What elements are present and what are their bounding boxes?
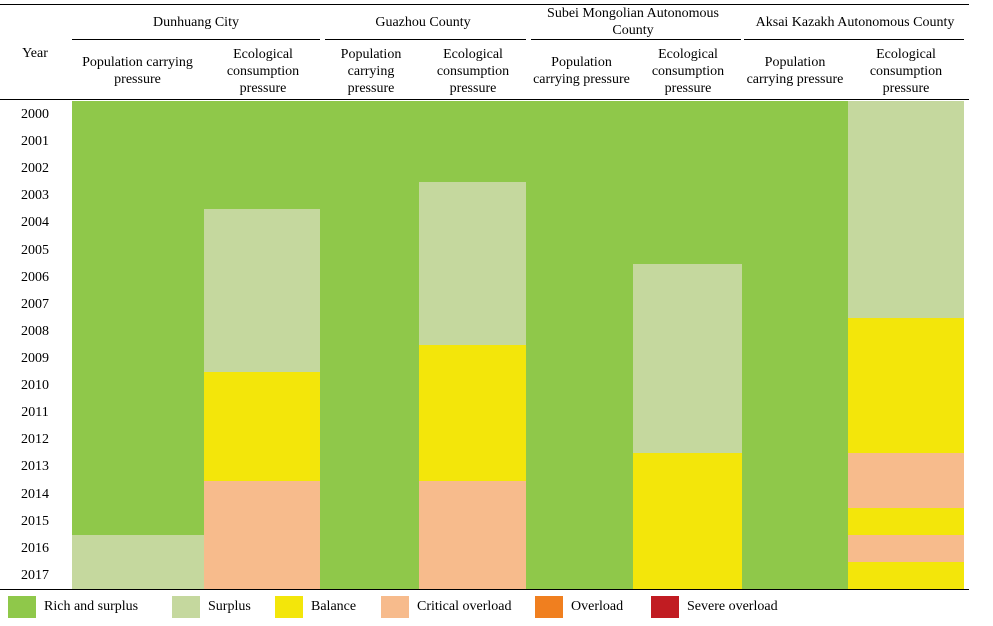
cell-col6-seg0 [742,101,848,589]
year-label-2016: 2016 [21,540,49,556]
dunhuang-rule [72,39,320,40]
legend-item: Surplus [172,596,251,618]
year-label-2004: 2004 [21,215,49,231]
sub-header-aksai-ecological: Ecological consumption pressure [869,46,943,96]
year-label-2007: 2007 [21,296,49,312]
year-label-2011: 2011 [21,405,49,421]
cell-col0-seg1 [72,534,204,589]
legend-item: Rich and surplus [8,596,138,618]
cell-col2-seg0 [320,101,419,589]
guazhou-rule [325,39,526,40]
legend-label: Balance [311,599,357,614]
sub-header-dunhuang-ecological: Ecological consumption pressure [226,46,300,96]
cell-col3-seg0 [419,101,526,183]
legend-swatch [172,596,200,618]
legend-label: Overload [571,599,624,614]
cell-col5-seg1 [633,263,742,454]
aksai-rule [744,39,964,40]
cell-col4-seg0 [526,101,633,589]
header-bottom-rule [0,99,969,100]
sub-header-subei-population: Population carrying pressure [533,55,630,87]
year-label-2014: 2014 [21,486,49,502]
cell-col7-seg3 [848,507,964,535]
bottom-rule [0,589,969,590]
year-label-2015: 2015 [21,513,49,529]
year-label-2009: 2009 [21,351,49,366]
legend-label: Rich and surplus [44,599,139,614]
sub-header-aksai-population: Population carrying pressure [746,55,844,87]
cell-col7-seg2 [848,453,964,508]
legend-item: Severe overload [651,596,778,618]
year-label-2013: 2013 [21,459,49,475]
year-label-2006: 2006 [21,269,49,285]
legend-item: Overload [535,596,623,618]
sub-header-guazhou-ecological: Ecological consumption pressure [436,46,510,96]
cell-col1-seg0 [204,101,320,210]
cell-col7-seg5 [848,561,964,589]
cell-col1-seg2 [204,372,320,481]
sub-header-guazhou-population: Population carrying pressure [340,46,402,96]
cell-col5-seg2 [633,453,742,589]
legend-label: Critical overload [417,599,512,614]
top-rule [0,4,969,5]
legend-label: Surplus [208,599,251,614]
year-label-2001: 2001 [21,134,49,150]
legend-label: Severe overload [687,599,778,614]
cell-col7-seg0 [848,101,964,318]
year-label-2005: 2005 [21,242,49,258]
cell-col5-seg0 [633,101,742,264]
cell-col1-seg3 [204,480,320,589]
region-header-guazhou: Guazhou County [375,14,471,30]
cell-col3-seg3 [419,480,526,589]
year-label-2017: 2017 [21,567,49,583]
year-label-2003: 2003 [21,188,49,204]
legend-item: Critical overload [381,596,511,618]
cell-col1-seg1 [204,209,320,373]
year-header: Year [22,45,48,61]
legend-swatch [8,596,36,618]
legend-swatch [381,596,409,618]
region-header-subei: Subei Mongolian Autonomous County [547,6,719,38]
subei-rule [531,39,741,40]
legend-swatch [535,596,563,618]
legend-swatch [275,596,303,618]
region-header-dunhuang: Dunhuang City [153,14,239,30]
cell-col7-seg4 [848,534,964,562]
sub-header-subei-ecological: Ecological consumption pressure [651,46,725,96]
cell-col3-seg2 [419,345,526,481]
region-header-aksai: Aksai Kazakh Autonomous County [755,14,955,30]
year-label-2008: 2008 [21,323,49,339]
year-label-2002: 2002 [21,161,49,177]
legend-item: Balance [275,596,356,618]
cell-col3-seg1 [419,182,526,345]
year-label-2010: 2010 [21,378,49,394]
sub-header-dunhuang-population: Population carrying pressure [82,55,193,87]
legend-swatch [651,596,679,618]
year-label-2000: 2000 [21,107,49,122]
cell-col0-seg0 [72,101,204,535]
year-label-2012: 2012 [21,432,49,448]
cell-col7-seg1 [848,317,964,454]
